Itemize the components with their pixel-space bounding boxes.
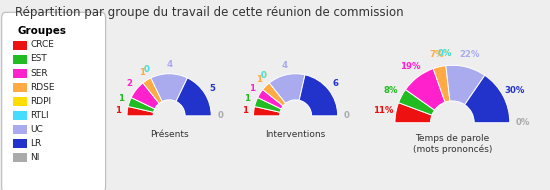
FancyBboxPatch shape <box>2 12 106 190</box>
Text: 0: 0 <box>144 65 150 74</box>
Wedge shape <box>258 90 283 109</box>
Wedge shape <box>270 74 305 103</box>
Text: 0: 0 <box>144 65 150 74</box>
Text: NI: NI <box>31 153 40 162</box>
Text: 1: 1 <box>115 106 121 115</box>
Text: 0%: 0% <box>515 118 530 127</box>
Text: 4: 4 <box>166 60 172 69</box>
Text: LR: LR <box>31 139 42 148</box>
Text: 30%: 30% <box>504 86 525 95</box>
Text: 22%: 22% <box>459 50 480 59</box>
Wedge shape <box>127 106 153 116</box>
Text: 11%: 11% <box>373 106 394 115</box>
Wedge shape <box>299 75 338 116</box>
Wedge shape <box>176 78 211 116</box>
Text: RDSE: RDSE <box>31 82 55 92</box>
Wedge shape <box>263 83 285 106</box>
Text: Présents: Présents <box>150 130 189 139</box>
Text: 6: 6 <box>333 79 339 88</box>
Text: 1: 1 <box>241 106 248 115</box>
Text: UC: UC <box>31 125 43 134</box>
Text: 7%: 7% <box>430 50 444 59</box>
Text: EST: EST <box>31 55 47 63</box>
Text: 0: 0 <box>218 111 223 120</box>
Bar <box>13 41 26 50</box>
Bar <box>13 55 26 64</box>
Bar <box>13 125 26 134</box>
Text: RDPI: RDPI <box>31 97 52 106</box>
Wedge shape <box>255 98 281 112</box>
Text: SER: SER <box>31 69 48 78</box>
Wedge shape <box>465 75 510 123</box>
Text: 0%: 0% <box>437 49 452 58</box>
Text: 0: 0 <box>261 71 267 80</box>
Wedge shape <box>151 74 188 101</box>
Wedge shape <box>131 83 159 109</box>
Text: 4: 4 <box>281 61 287 70</box>
Wedge shape <box>399 90 434 115</box>
Text: 19%: 19% <box>400 62 420 71</box>
Wedge shape <box>433 66 450 102</box>
Wedge shape <box>395 103 432 123</box>
Bar <box>13 111 26 120</box>
Text: 1: 1 <box>249 84 255 93</box>
Text: 1: 1 <box>139 68 145 77</box>
Text: 0: 0 <box>261 71 267 80</box>
Bar <box>13 153 26 162</box>
Text: Interventions: Interventions <box>266 130 326 139</box>
Text: RTLI: RTLI <box>31 111 49 120</box>
Text: CRCE: CRCE <box>31 40 54 49</box>
Text: 0: 0 <box>344 111 350 120</box>
Wedge shape <box>254 106 280 116</box>
Text: 8%: 8% <box>383 86 398 95</box>
Wedge shape <box>405 69 445 110</box>
Wedge shape <box>446 65 485 105</box>
Wedge shape <box>128 98 155 112</box>
Text: Groupes: Groupes <box>17 26 66 36</box>
Text: Temps de parole
(mots prononcés): Temps de parole (mots prononcés) <box>412 134 492 154</box>
Text: 1: 1 <box>256 75 262 84</box>
Text: 5: 5 <box>210 84 216 93</box>
Text: Répartition par groupe du travail de cette réunion de commission: Répartition par groupe du travail de cet… <box>15 6 403 19</box>
Bar <box>13 97 26 106</box>
Text: 1: 1 <box>244 94 250 103</box>
Text: 2: 2 <box>126 79 132 88</box>
Bar <box>13 83 26 92</box>
Bar <box>13 69 26 78</box>
Text: 0%: 0% <box>437 49 452 58</box>
Wedge shape <box>143 78 162 103</box>
Text: 1: 1 <box>118 94 124 103</box>
Bar <box>13 139 26 148</box>
